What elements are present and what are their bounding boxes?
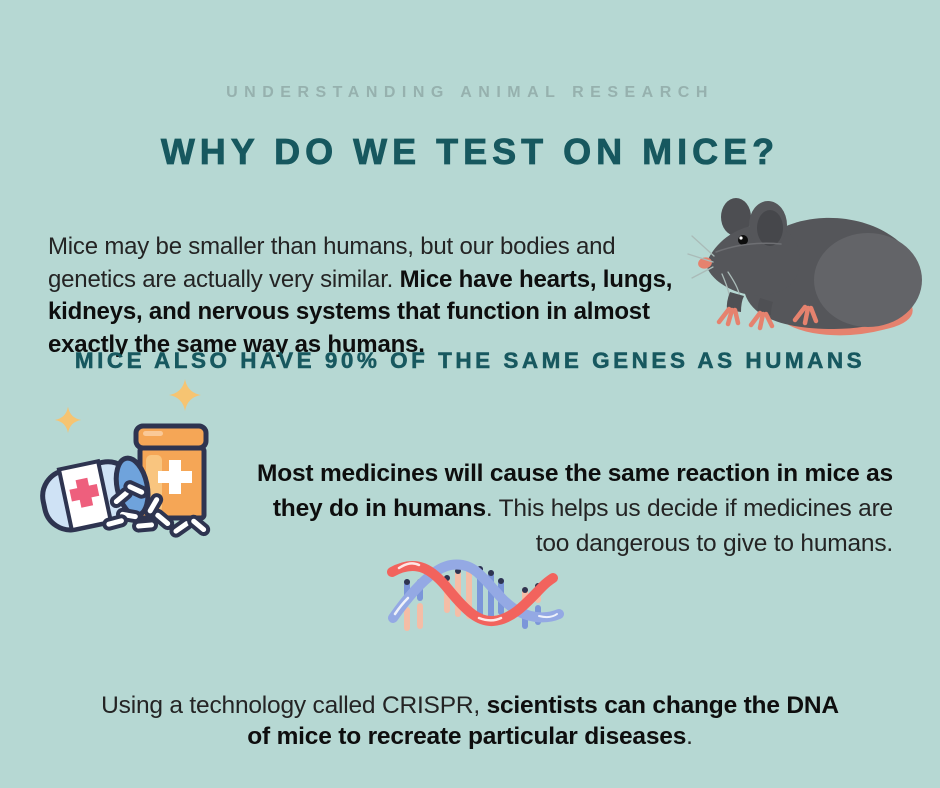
mouse-haunch: [814, 233, 922, 327]
genes-banner: MICE ALSO HAVE 90% OF THE SAME GENES AS …: [74, 348, 866, 374]
medicines-paragraph: Most medicines will cause the same react…: [245, 456, 893, 561]
dna-highlights: [393, 562, 558, 622]
page-title: WHY DO WE TEST ON MICE?: [160, 131, 780, 173]
eyebrow-text: UNDERSTANDING ANIMAL RESEARCH: [226, 84, 714, 101]
intro-paragraph: Mice may be smaller than humans, but our…: [48, 231, 696, 361]
mouse-muzzle-line: [715, 242, 782, 253]
mouse-legs: [726, 292, 773, 315]
mouse-ear-back: [721, 198, 751, 236]
medicines-text-normal: . This helps us decide if medicines are …: [485, 494, 893, 557]
crispr-paragraph: Using a technology called CRISPR, scient…: [90, 690, 850, 752]
mouse-whiskers: [687, 235, 741, 307]
mouse-icon: [687, 198, 922, 336]
crispr-text-end: .: [686, 722, 693, 750]
intro-text-normal: Mice may be smaller than humans, but our…: [48, 233, 616, 293]
crispr-text-normal: Using a technology called CRISPR,: [101, 691, 487, 719]
spilled-pills: [102, 480, 211, 538]
medicines-text-bold: Most medicines will cause the same react…: [257, 459, 893, 522]
intro-text-bold: Mice have hearts, lungs, kidneys, and ne…: [48, 265, 673, 358]
mouse-eye-glint: [739, 236, 743, 240]
mouse-eye: [738, 235, 748, 245]
medicine-bottles-icon: [40, 379, 211, 538]
mouse-ear-inner: [757, 210, 783, 246]
dna-blue-strand: [388, 559, 564, 623]
mouse-feet: [716, 304, 819, 331]
dna-helix-icon: [387, 559, 564, 631]
crispr-text-bold: scientists can change the DNA of mice to…: [247, 691, 839, 750]
sparkle-icon: [55, 379, 201, 433]
